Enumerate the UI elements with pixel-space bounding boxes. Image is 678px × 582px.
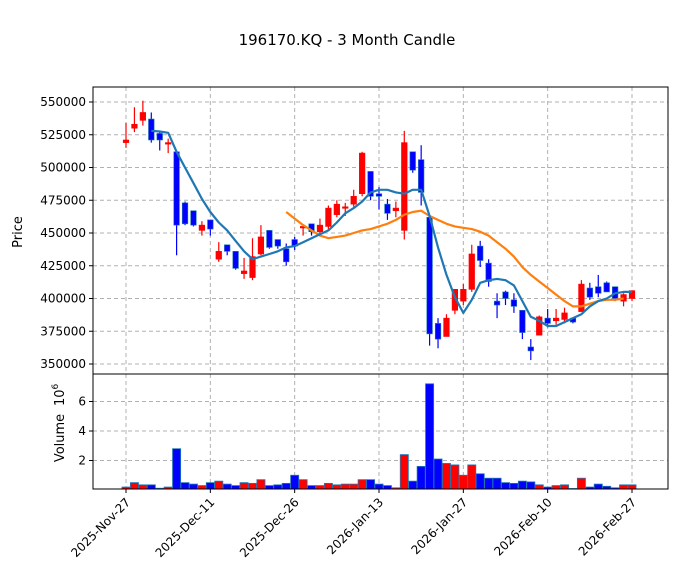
date-tick-label: 2025-Dec-11 — [153, 495, 218, 560]
price-tick-label: 550000 — [40, 95, 86, 109]
chart-title: 196170.KQ - 3 Month Candle — [239, 31, 456, 49]
volume-axis-exponent: 106 — [51, 383, 68, 406]
price-tick-label: 525000 — [40, 128, 86, 142]
volume-axis-label-text: Volume — [53, 414, 68, 462]
date-tick-label: 2025-Dec-26 — [237, 495, 302, 560]
volume-tick-label: 4 — [78, 424, 86, 438]
volume-gridlines — [93, 374, 668, 489]
price-tick-label: 400000 — [40, 292, 86, 306]
price-tick-label: 475000 — [40, 193, 86, 207]
price-axis-ticks: 350000 375000 400000 425000 450000 475000 5000… — [40, 95, 93, 371]
date-tick-label: 2026-Feb-27 — [576, 495, 639, 558]
date-axis-ticks: 2025-Nov-27 2025-Dec-11 2025-Dec-26 2026-Ja… — [68, 489, 639, 560]
date-tick-label: 2026-Jan-27 — [408, 495, 470, 557]
volume-axis-label: Volume 106 — [51, 383, 68, 462]
volume-axis-ticks: 2 4 6 — [78, 395, 93, 468]
moving-averages — [151, 129, 632, 328]
price-tick-label: 500000 — [40, 161, 86, 175]
date-tick-label: 2025-Nov-27 — [68, 495, 133, 560]
price-tick-label: 350000 — [40, 357, 86, 371]
volume-tick-label: 2 — [78, 454, 86, 468]
price-tick-label: 450000 — [40, 226, 86, 240]
volume-tick-label: 6 — [78, 395, 86, 409]
price-gridlines — [93, 87, 668, 374]
price-tick-label: 375000 — [40, 324, 86, 338]
date-tick-label: 2026-Feb-10 — [491, 495, 554, 558]
price-axis-label: Price — [11, 216, 26, 248]
price-tick-label: 425000 — [40, 259, 86, 273]
date-tick-label: 2026-Jan-13 — [324, 495, 386, 557]
